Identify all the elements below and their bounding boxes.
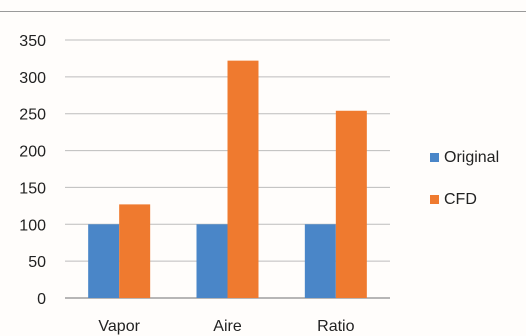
x-tick-label: Vapor bbox=[98, 318, 140, 335]
legend: Original CFD bbox=[430, 149, 499, 208]
y-tick-label: 150 bbox=[19, 180, 46, 197]
y-tick-label: 250 bbox=[19, 107, 46, 124]
legend-swatch-cfd bbox=[430, 195, 439, 204]
x-axis-labels: Vapor Aire Ratio bbox=[98, 318, 354, 335]
y-tick-label: 50 bbox=[28, 254, 46, 271]
bar-original-ratio bbox=[304, 224, 336, 298]
bars bbox=[88, 60, 367, 298]
legend-swatch-original bbox=[430, 153, 439, 162]
bar-original-aire bbox=[196, 224, 228, 298]
x-tick-label: Ratio bbox=[317, 318, 354, 335]
y-axis-ticks: 0 50 100 150 200 250 300 350 bbox=[19, 33, 46, 308]
legend-label-original: Original bbox=[444, 149, 499, 166]
bar-original-vapor bbox=[88, 224, 120, 298]
y-tick-label: 100 bbox=[19, 217, 46, 234]
y-tick-label: 350 bbox=[19, 33, 46, 50]
bar-cfd-aire bbox=[227, 60, 259, 298]
legend-label-cfd: CFD bbox=[444, 191, 477, 208]
bar-cfd-ratio bbox=[335, 110, 367, 298]
y-tick-label: 200 bbox=[19, 144, 46, 161]
y-tick-label: 0 bbox=[37, 291, 46, 308]
y-tick-label: 300 bbox=[19, 70, 46, 87]
bar-cfd-vapor bbox=[119, 204, 151, 298]
top-divider bbox=[0, 11, 526, 12]
x-tick-label: Aire bbox=[213, 318, 242, 335]
